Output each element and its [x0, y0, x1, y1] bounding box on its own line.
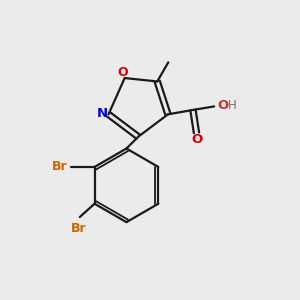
Text: O: O [218, 99, 229, 112]
Text: Br: Br [70, 222, 86, 235]
Text: N: N [97, 107, 108, 120]
Text: O: O [191, 133, 202, 146]
Text: Br: Br [52, 160, 68, 173]
Text: H: H [227, 99, 236, 112]
Text: O: O [117, 66, 128, 79]
